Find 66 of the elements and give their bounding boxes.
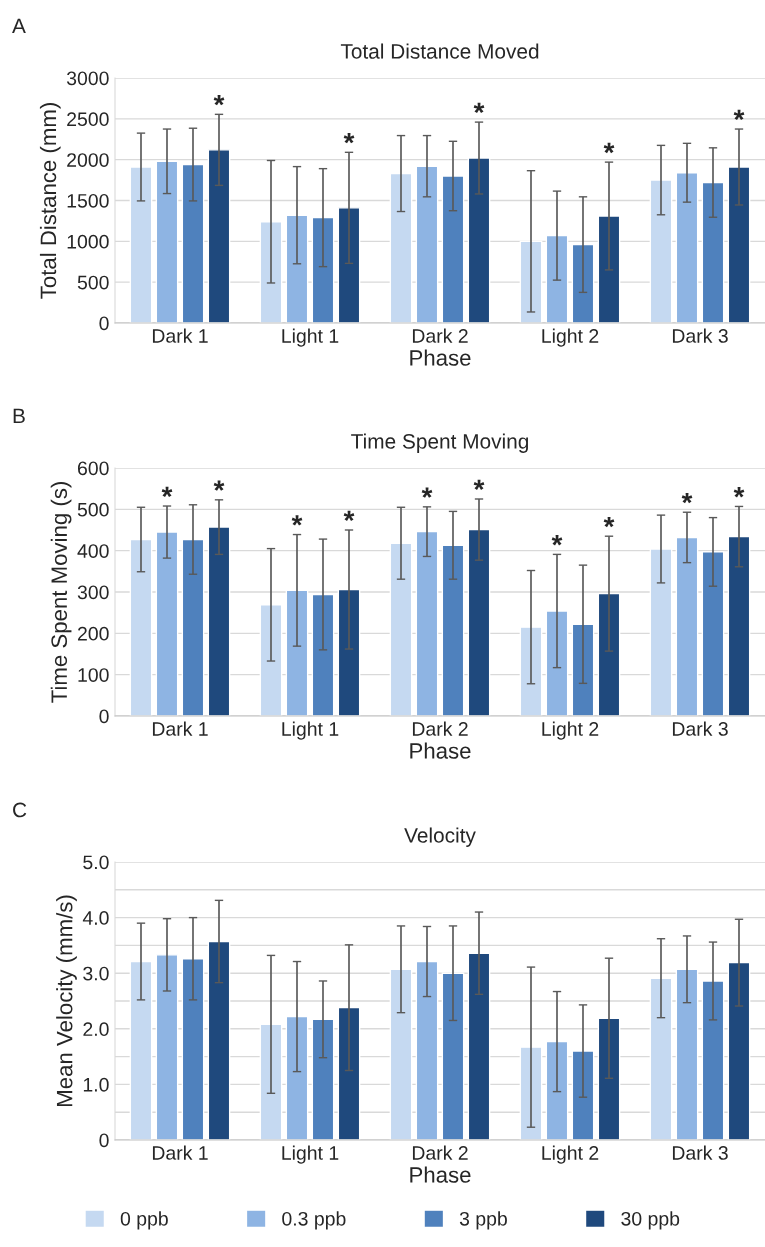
x-tick-label: Light 1 [282,328,339,347]
x-tick-label: Dark 1 [152,1145,208,1160]
y-tick-label: 0 [99,1133,109,1148]
legend-label: 30 ppb [621,1211,680,1230]
y-tick-label: 1500 [67,193,109,208]
x-tick-label: Light 2 [542,328,599,347]
y-tick-label: 4.0 [82,911,109,925]
y-tick-label: 600 [77,461,109,476]
chart-title: Time Spent Moving [351,433,529,453]
x-tick-label: Dark 3 [672,1145,728,1160]
y-tick-label: 500 [77,275,109,290]
x-tick-label: Light 2 [542,1145,599,1164]
legend-label: 0 ppb [120,1211,168,1230]
y-tick-label: 1.0 [83,1077,109,1092]
x-tick-label: Light 1 [282,1145,339,1164]
data-label: * [733,109,745,121]
x-tick-label: Dark 2 [412,721,468,736]
y-axis-title: Time Spent Moving (s) [50,482,72,703]
y-tick-label: 0 [99,709,109,724]
x-tick-label: Dark 2 [412,328,468,343]
y-tick-label: 300 [77,585,109,600]
data-label: * [343,133,355,144]
data-label: * [603,142,615,154]
x-tick-label: Light 1 [282,721,339,740]
y-tick-label: 200 [77,626,109,641]
data-label: * [733,487,745,498]
x-axis-title: Phase [410,349,471,366]
y-tick-label: 3000 [66,71,109,86]
y-tick-label: 100 [78,668,109,682]
data-label: * [421,487,433,498]
x-tick-label: Dark 1 [152,328,208,343]
chart-title: Total Distance Moved [340,43,539,59]
data-label: * [213,95,225,106]
y-tick-label: 0 [99,316,109,331]
data-label: * [473,479,485,491]
data-label: * [213,480,225,491]
data-label: * [343,510,355,522]
x-axis-title: Phase [410,742,471,759]
x-axis-title: Phase [410,1166,471,1183]
text: C [13,802,27,818]
x-tick-label: Dark 3 [672,328,728,343]
legend-label: 0.3 ppb [282,1211,346,1230]
data-label: * [681,492,693,504]
y-tick-label: 500 [77,502,109,517]
y-tick-label: 400 [77,544,109,558]
x-tick-label: Dark 2 [412,1145,468,1160]
legend-label: 3 ppb [459,1211,507,1230]
y-tick-label: 2000 [67,153,109,167]
y-axis-title: Total Distance (mm) [39,103,61,299]
text: A [12,18,26,34]
x-tick-label: Dark 1 [152,721,208,736]
x-tick-label: Light 2 [542,721,599,740]
y-tick-label: 2500 [67,112,109,127]
y-tick-label: 2.0 [83,1022,109,1037]
y-axis-title: Mean Velocity (mm/s) [56,895,77,1106]
y-tick-label: 3.0 [83,966,109,981]
data-label: * [603,516,615,528]
x-tick-label: Dark 3 [672,721,728,736]
data-label: * [473,102,485,114]
y-tick-label: 5.0 [83,855,109,870]
data-label: * [291,515,303,526]
data-label: * [161,486,173,498]
chart-title: Velocity [404,827,476,847]
y-tick-label: 1000 [67,234,109,249]
data-label: * [551,535,563,546]
text: B [13,408,25,424]
